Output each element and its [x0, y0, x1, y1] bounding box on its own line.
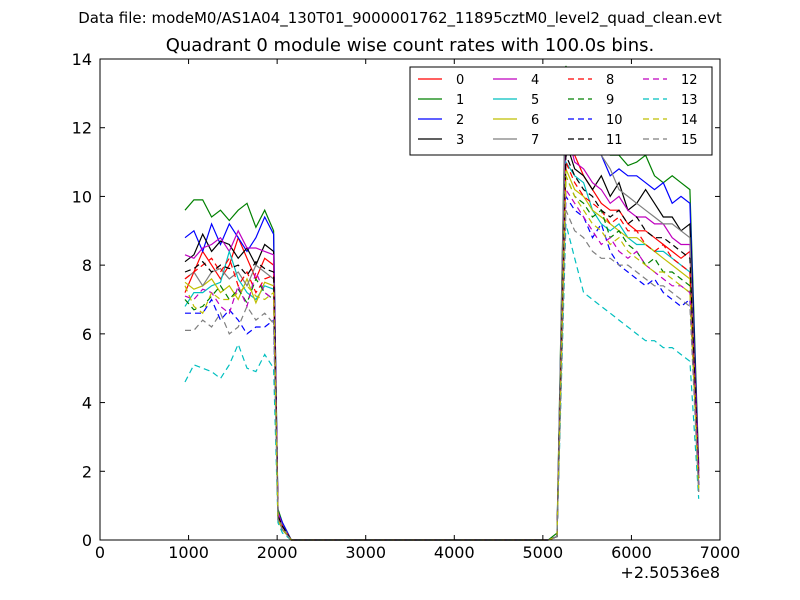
series-line-8: [184, 161, 700, 541]
y-tick-label: 8: [82, 256, 92, 275]
legend-label-4: 4: [531, 73, 539, 88]
y-tick-label: 12: [72, 119, 92, 138]
legend-label-14: 14: [681, 113, 698, 128]
y-tick-label: 0: [82, 531, 92, 550]
x-tick-label: 6000: [611, 543, 652, 562]
legend-label-5: 5: [531, 93, 539, 108]
x-tick-label: 3000: [345, 543, 386, 562]
y-tick-label: 10: [72, 187, 92, 206]
x-tick-label: 1000: [168, 543, 209, 562]
series-line-14: [184, 175, 700, 541]
series-line-10: [185, 194, 700, 541]
series-line-15: [185, 209, 700, 541]
legend-label-11: 11: [606, 133, 623, 148]
axes-frame: [99, 58, 721, 541]
series-line-13: [184, 223, 700, 541]
x-tick-label: 0: [95, 543, 105, 562]
x-tick-label: 2000: [257, 543, 298, 562]
chart-title: Quadrant 0 module wise count rates with …: [165, 35, 655, 56]
legend-label-10: 10: [606, 113, 623, 128]
legend-box: [409, 66, 713, 156]
series-line-0: [184, 113, 700, 541]
legend-label-1: 1: [456, 93, 464, 108]
legend-label-2: 2: [456, 113, 464, 128]
legend-label-0: 0: [456, 73, 464, 88]
legend-label-12: 12: [681, 73, 698, 88]
series-line-5: [184, 160, 700, 541]
legend-label-9: 9: [606, 93, 614, 108]
x-tick-label: 5000: [522, 543, 563, 562]
legend-label-13: 13: [681, 93, 698, 108]
legend-label-7: 7: [531, 133, 539, 148]
figure-supertitle: Data file: modeM0/AS1A04_130T01_90000017…: [78, 9, 722, 27]
x-tick-label: 7000: [700, 543, 741, 562]
legend-label-8: 8: [606, 73, 614, 88]
legend-label-6: 6: [531, 113, 539, 128]
x-offset-label: +2.50536e8: [620, 563, 720, 582]
y-tick-label: 2: [82, 462, 92, 481]
series-line-9: [184, 175, 700, 541]
legend-label-15: 15: [681, 133, 698, 148]
x-tick-label: 4000: [434, 543, 475, 562]
legend-label-3: 3: [456, 133, 464, 148]
series-line-11: [184, 154, 700, 541]
y-tick-label: 4: [82, 394, 92, 413]
y-tick-label: 14: [72, 50, 92, 69]
y-tick-label: 6: [82, 325, 92, 344]
series-layer: [184, 65, 700, 541]
